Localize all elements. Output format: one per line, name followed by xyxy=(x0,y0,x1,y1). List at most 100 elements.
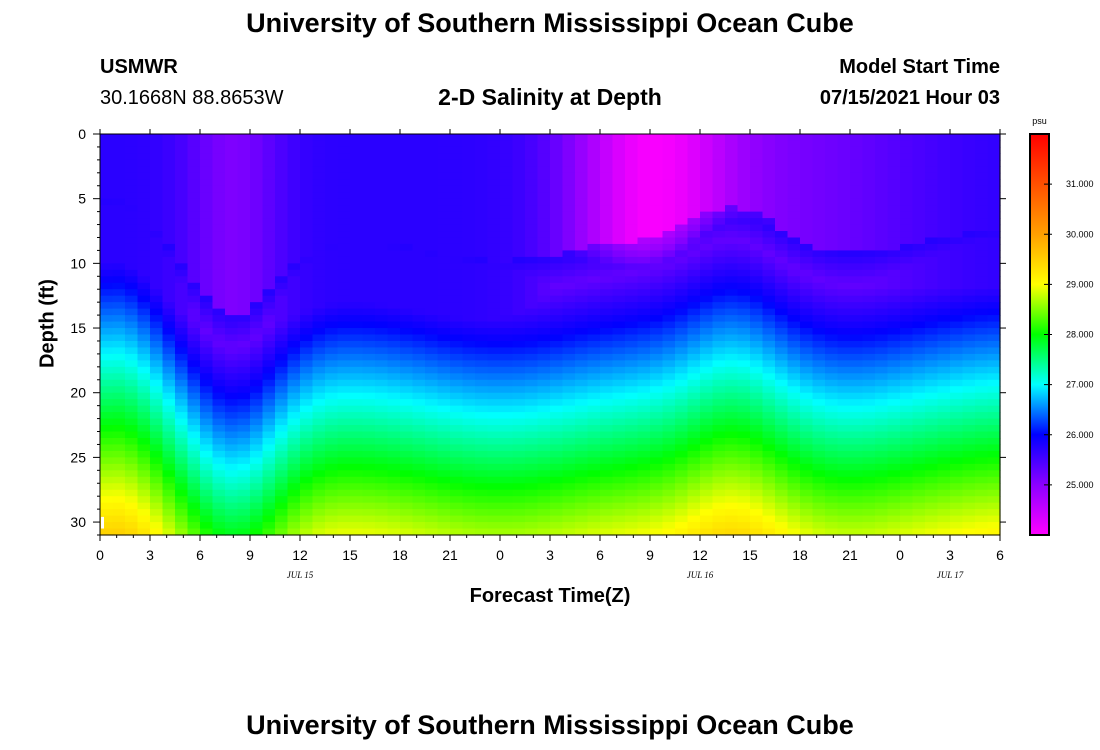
heatmap-cell xyxy=(875,166,889,174)
heatmap-cell xyxy=(462,166,476,174)
heatmap-cell xyxy=(187,134,201,142)
heatmap-cell xyxy=(587,470,601,478)
heatmap-cell xyxy=(862,224,876,232)
heatmap-cell xyxy=(387,463,401,471)
heatmap-cell xyxy=(562,470,576,478)
heatmap-cell xyxy=(500,237,514,245)
heatmap-cell xyxy=(450,166,464,174)
heatmap-cell xyxy=(475,243,489,252)
heatmap-cell xyxy=(937,509,951,517)
heatmap-cell xyxy=(812,315,826,323)
heatmap-cell xyxy=(375,476,389,484)
heatmap-cell xyxy=(100,347,114,355)
heatmap-cell xyxy=(937,476,951,484)
heatmap-cell xyxy=(600,489,614,497)
heatmap-cell xyxy=(900,282,914,290)
heatmap-cell xyxy=(112,185,126,193)
heatmap-cell xyxy=(775,198,789,206)
heatmap-cell xyxy=(462,483,476,491)
heatmap-cell xyxy=(550,450,564,458)
heatmap-cell xyxy=(225,386,239,394)
heatmap-cell xyxy=(650,289,664,297)
heatmap-cell xyxy=(812,496,826,504)
page-title-top: University of Southern Mississippi Ocean… xyxy=(246,8,854,38)
heatmap-cell xyxy=(475,289,489,297)
heatmap-cell xyxy=(737,179,751,187)
heatmap-cell xyxy=(437,289,451,297)
heatmap-cell xyxy=(962,379,976,387)
heatmap-cell xyxy=(275,172,289,180)
heatmap-cell xyxy=(412,263,426,271)
heatmap-cell xyxy=(100,476,114,484)
heatmap-cell xyxy=(700,496,714,504)
heatmap-cell xyxy=(825,237,839,245)
heatmap-cell xyxy=(200,515,214,523)
heatmap-cell xyxy=(175,231,189,239)
heatmap-cell xyxy=(637,263,651,271)
heatmap-cell xyxy=(175,269,189,277)
heatmap-cell xyxy=(662,379,676,387)
heatmap-cell xyxy=(437,224,451,232)
heatmap-cell xyxy=(262,483,276,491)
heatmap-cell xyxy=(125,373,139,381)
heatmap-cell xyxy=(775,360,789,368)
heatmap-cell xyxy=(762,179,776,187)
heatmap-cell xyxy=(400,153,414,161)
heatmap-cell xyxy=(100,360,114,368)
heatmap-cell xyxy=(450,289,464,297)
heatmap-cell xyxy=(900,237,914,245)
heatmap-cell xyxy=(425,269,439,277)
heatmap-cell xyxy=(350,392,364,400)
heatmap-cell xyxy=(362,386,376,394)
heatmap-cell xyxy=(537,412,551,420)
heatmap-cell xyxy=(850,185,864,193)
heatmap-cell xyxy=(275,231,289,239)
heatmap-cell xyxy=(650,509,664,517)
heatmap-cell xyxy=(787,392,801,400)
heatmap-cell xyxy=(675,302,689,310)
heatmap-cell xyxy=(587,483,601,491)
heatmap-cell xyxy=(700,450,714,458)
heatmap-cell xyxy=(487,282,501,290)
heatmap-cell xyxy=(362,308,376,316)
heatmap-cell xyxy=(400,366,414,374)
heatmap-cell xyxy=(450,509,464,517)
heatmap-cell xyxy=(812,198,826,206)
heatmap-cell xyxy=(475,528,489,536)
heatmap-cell xyxy=(812,392,826,400)
heatmap-cell xyxy=(312,198,326,206)
heatmap-cell xyxy=(762,379,776,387)
heatmap-cell xyxy=(762,470,776,478)
heatmap-cell xyxy=(625,379,639,387)
heatmap-cell xyxy=(425,250,439,258)
heatmap-cell xyxy=(112,198,126,206)
heatmap-cell xyxy=(150,334,164,342)
heatmap-cell xyxy=(325,431,339,439)
heatmap-cell xyxy=(350,276,364,284)
heatmap-cell xyxy=(387,276,401,284)
heatmap-cell xyxy=(887,347,901,355)
heatmap-cell xyxy=(975,218,989,226)
heatmap-cell xyxy=(975,211,989,219)
heatmap-cell xyxy=(275,418,289,426)
heatmap-cell xyxy=(500,302,514,310)
heatmap-cell xyxy=(837,295,851,303)
heatmap-cell xyxy=(125,231,139,239)
heatmap-cell xyxy=(300,153,314,161)
heatmap-cell xyxy=(637,328,651,336)
heatmap-cell xyxy=(700,192,714,200)
heatmap-cell xyxy=(475,334,489,342)
heatmap-cell xyxy=(162,437,176,446)
heatmap-cell xyxy=(850,146,864,155)
heatmap-cell xyxy=(125,263,139,271)
x-tick-label: 12 xyxy=(292,547,308,563)
heatmap-cell xyxy=(437,321,451,329)
heatmap-cell xyxy=(387,328,401,336)
heatmap-cell xyxy=(450,328,464,336)
heatmap-cell xyxy=(887,302,901,310)
heatmap-cell xyxy=(150,399,164,407)
heatmap-cell xyxy=(812,302,826,310)
heatmap-cell xyxy=(262,522,276,530)
heatmap-cell xyxy=(837,146,851,155)
heatmap-cell xyxy=(562,463,576,471)
